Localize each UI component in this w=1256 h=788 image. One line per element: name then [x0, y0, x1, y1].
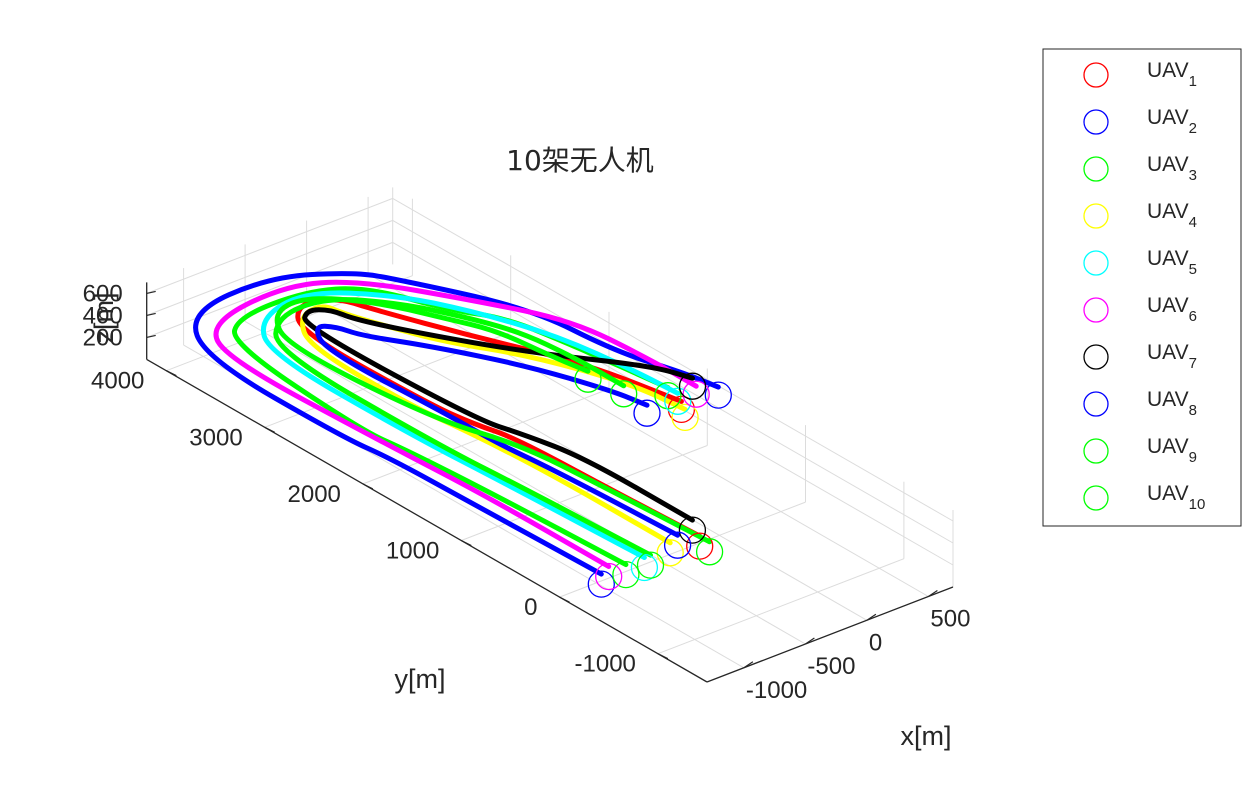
x-tick-mark: [928, 590, 938, 597]
z-tick-label: 600: [83, 280, 123, 307]
z-tick-label: 400: [83, 302, 123, 329]
z-tick-mark: [146, 290, 156, 294]
legend-box: [1042, 48, 1242, 527]
y-tick-label: 4000: [91, 368, 144, 395]
uav-7-start-marker: [678, 516, 707, 544]
uav-2-end-marker: [704, 381, 732, 409]
legend-marker-uav-6: [1083, 297, 1109, 323]
uav-10-trajectory: [273, 297, 653, 558]
legend-label-uav-10: UAV10: [1147, 482, 1205, 513]
uav-4-start-marker: [656, 539, 684, 567]
x-axis-line: [706, 586, 954, 683]
y-tick-mark: [166, 370, 177, 377]
uav-9-start-marker: [695, 538, 724, 566]
legend-label-uav-7: UAV7: [1147, 341, 1197, 372]
uav-3-start-marker: [612, 560, 640, 589]
y-tick-label: 2000: [288, 481, 341, 508]
legend-label-uav-5: UAV5: [1147, 247, 1197, 278]
x-tick-label: -1000: [746, 677, 807, 704]
legend-marker-uav-4: [1083, 203, 1109, 229]
legend-marker-uav-5: [1083, 250, 1109, 276]
legend-label-uav-9: UAV9: [1147, 435, 1197, 466]
chart-title: 10架无人机: [506, 144, 654, 177]
start-markers: [574, 365, 732, 598]
uav-9-end-marker: [574, 365, 602, 393]
uav-10-start-marker: [636, 551, 665, 579]
legend: UAV1 UAV2 UAV3 UAV4 UAV5 UAV6 UAV7 UAV8 UAV9 UAV1…: [1042, 48, 1242, 527]
uav-1-start-marker: [686, 532, 714, 560]
uav-5-trajectory: [260, 290, 681, 560]
floor-gridline: [367, 273, 929, 597]
legend-label-uav-2: UAV2: [1147, 106, 1197, 137]
y-tick-mark: [657, 653, 669, 660]
x-axis-label: x[m]: [901, 721, 952, 751]
uav-8-end-marker: [633, 399, 661, 427]
x-tick-mark: [866, 613, 877, 621]
x-tick-label: -500: [807, 653, 855, 680]
y-tick-mark: [461, 539, 472, 547]
uav-8-start-marker: [663, 531, 692, 559]
y-axis-line: [146, 358, 708, 683]
x-tick-mark: [743, 661, 754, 669]
legend-marker-uav-7: [1083, 344, 1109, 370]
x-tick-label: 500: [930, 606, 970, 633]
uav-5-end-marker: [664, 387, 692, 415]
legend-marker-uav-10: [1083, 485, 1109, 511]
x-tick-mark: [805, 637, 815, 645]
uav-6-end-marker: [682, 380, 710, 408]
z-tick-mark: [146, 312, 156, 316]
wall-gridline: [392, 197, 954, 522]
legend-marker-uav-1: [1083, 62, 1109, 88]
wall-gridline: [146, 219, 393, 316]
uav-6-trajectory: [213, 279, 699, 569]
legend-marker-uav-9: [1083, 438, 1109, 464]
axes-grid: [146, 187, 954, 683]
wall-gridline: [392, 219, 954, 544]
legend-label-uav-3: UAV3: [1147, 153, 1197, 184]
y-tick-label: 3000: [189, 424, 242, 451]
floor-gridline: [244, 320, 806, 645]
y-tick-label: 1000: [386, 538, 439, 565]
z-axis-label: z[m]: [89, 293, 119, 344]
y-tick-mark: [362, 483, 374, 490]
uav-7-trajectory: [302, 307, 695, 523]
uav-2-start-marker: [587, 570, 615, 598]
legend-label-uav-4: UAV4: [1147, 200, 1197, 231]
uav-4-end-marker: [671, 403, 699, 432]
uav-3-end-marker: [654, 382, 682, 410]
x-tick-label: 0: [869, 629, 882, 656]
series-group: [193, 271, 721, 577]
legend-marker-uav-3: [1083, 156, 1109, 182]
uav-2-trajectory: [193, 271, 721, 577]
legend-marker-uav-2: [1083, 109, 1109, 135]
wall-gridline: [146, 197, 393, 294]
z-tick-label: 200: [83, 324, 123, 351]
y-tick-label: -1000: [575, 651, 636, 678]
uav-8-trajectory: [315, 323, 681, 538]
z-tick-mark: [146, 334, 156, 338]
legend-label-uav-1: UAV1: [1147, 59, 1197, 90]
y-tick-mark: [559, 596, 570, 603]
floor-gridline: [657, 558, 905, 655]
legend-label-uav-6: UAV6: [1147, 294, 1197, 325]
y-tick-mark: [264, 426, 275, 433]
legend-marker-uav-8: [1083, 391, 1109, 417]
uav-6-start-marker: [595, 562, 623, 591]
legend-label-uav-8: UAV8: [1147, 388, 1197, 419]
uav-7-end-marker: [678, 372, 707, 400]
tick-labels: -100001000200030004000-1000-500050020040…: [83, 280, 971, 703]
wall-gridline: [146, 241, 393, 338]
y-tick-label: 0: [524, 594, 537, 621]
y-axis-label: y[m]: [395, 664, 446, 694]
uav-9-trajectory: [274, 296, 713, 545]
uav-5-start-marker: [630, 553, 659, 582]
uav-10-end-marker: [610, 380, 638, 408]
